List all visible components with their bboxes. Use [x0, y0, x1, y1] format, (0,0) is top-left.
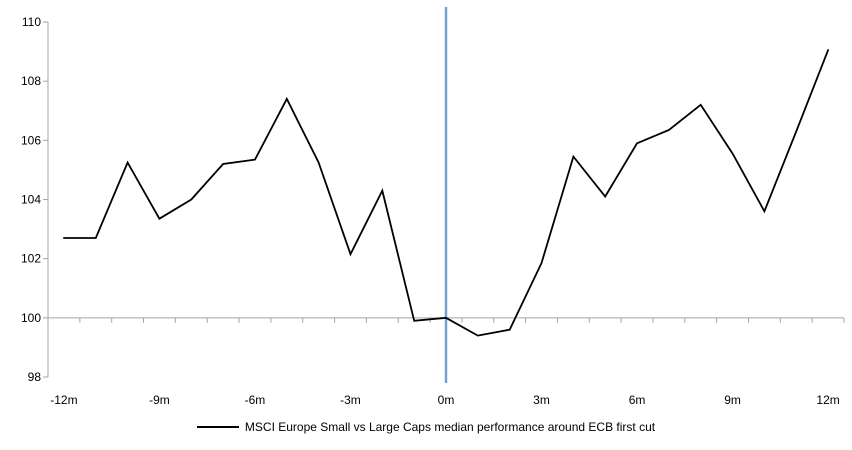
legend-label: MSCI Europe Small vs Large Caps median p… [244, 419, 656, 434]
x-axis-tick-label: 0m [438, 393, 455, 407]
x-axis-tick-label: 12m [816, 393, 839, 407]
x-axis-tick-label: -9m [149, 393, 170, 407]
legend-line-swatch [196, 425, 239, 428]
y-axis-tick-label: 108 [21, 74, 41, 88]
series-line [63, 49, 829, 337]
y-axis-tick-label: 110 [22, 15, 41, 29]
x-axis-tick-label: 9m [724, 393, 741, 407]
y-axis-tick-label: 98 [28, 370, 42, 384]
y-axis-tick-label: 106 [21, 133, 41, 147]
y-axis-tick-label: 102 [21, 252, 41, 266]
x-axis-tick-label: -12m [50, 393, 77, 407]
x-axis-tick-label: -3m [340, 393, 361, 407]
y-axis-tick-label: 104 [21, 193, 41, 207]
y-axis-tick-label: 100 [21, 311, 41, 325]
x-axis-tick-label: 3m [533, 393, 550, 407]
x-axis-tick-label: 6m [629, 393, 646, 407]
x-axis-tick-label: -6m [245, 393, 266, 407]
chart-legend: MSCI Europe Small vs Large Caps median p… [0, 418, 852, 435]
